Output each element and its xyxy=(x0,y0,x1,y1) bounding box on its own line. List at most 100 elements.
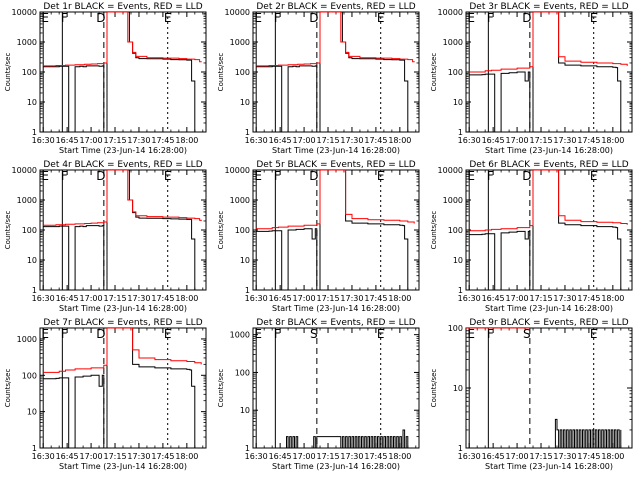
x-axis-label: Start Time (23-Jun-14 16:28:00) xyxy=(272,462,400,471)
x-tick-label: 18:00 xyxy=(601,136,624,145)
chart-title: Det 9r BLACK = Events, RED = LLD xyxy=(469,318,628,328)
time-marker-label: D xyxy=(96,327,105,341)
x-axis-label: Start Time (23-Jun-14 16:28:00) xyxy=(59,304,187,313)
y-tick-label: 10 xyxy=(27,256,37,265)
series-line-events xyxy=(43,328,198,448)
x-tick-label: 16:45 xyxy=(269,294,292,303)
x-tick-label: 17:45 xyxy=(151,294,174,303)
y-tick-label: 1 xyxy=(32,444,37,453)
series-line-events xyxy=(284,429,409,448)
x-tick-label: 17:15 xyxy=(316,452,339,461)
chart-panel-3: Det 3r BLACK = Events, RED = LLD Counts/s… xyxy=(430,2,633,155)
time-marker-label: E xyxy=(590,11,598,25)
series-line-lld xyxy=(256,170,415,230)
x-tick-label: 18:00 xyxy=(388,452,411,461)
y-tick-label: 1000 xyxy=(17,335,37,344)
x-tick-label: 17:00 xyxy=(80,294,103,303)
time-marker-label: F xyxy=(274,11,281,25)
x-tick-label: 17:30 xyxy=(340,452,363,461)
y-axis-label: Counts/sec xyxy=(430,211,438,250)
x-tick-label: 16:45 xyxy=(56,294,79,303)
x-axis-label: Start Time (23-Jun-14 16:28:00) xyxy=(272,146,400,155)
time-marker-label: F xyxy=(487,327,494,341)
x-tick-label: 18:00 xyxy=(388,136,411,145)
x-tick-label: 18:00 xyxy=(175,294,198,303)
x-tick-label: 17:45 xyxy=(577,294,600,303)
chart-panel-5: Det 5r BLACK = Events, RED = LLD Counts/s… xyxy=(217,160,420,313)
series-line-events xyxy=(256,12,411,132)
series-line-events xyxy=(469,170,624,290)
y-tick-label: 10 xyxy=(240,256,250,265)
x-tick-label: 17:30 xyxy=(127,136,150,145)
y-tick-label: 10000 xyxy=(225,8,250,17)
x-tick-label: 18:00 xyxy=(388,294,411,303)
x-tick-label: 16:30 xyxy=(32,136,55,145)
x-tick-label: 17:45 xyxy=(577,136,600,145)
y-tick-label: 1000 xyxy=(230,38,250,47)
time-marker-label: E xyxy=(164,11,172,25)
x-tick-label: 17:45 xyxy=(577,452,600,461)
x-tick-label: 17:00 xyxy=(506,294,529,303)
plot-frame xyxy=(252,11,420,133)
x-tick-label: 17:15 xyxy=(316,136,339,145)
x-tick-label: 16:45 xyxy=(482,452,505,461)
plot-frame xyxy=(465,11,633,133)
x-tick-label: 16:45 xyxy=(482,136,505,145)
y-tick-label: 1 xyxy=(245,444,250,453)
y-tick-label: 100 xyxy=(235,68,250,77)
chart-title: Det 4r BLACK = Events, RED = LLD xyxy=(43,160,202,170)
plot-frame xyxy=(39,169,207,291)
time-marker-label: E xyxy=(467,11,475,25)
x-tick-label: 16:45 xyxy=(269,136,292,145)
x-axis-label: Start Time (23-Jun-14 16:28:00) xyxy=(485,304,613,313)
chart-panel-6: Det 6r BLACK = Events, RED = LLD Counts/s… xyxy=(430,160,633,313)
x-tick-label: 17:15 xyxy=(529,452,552,461)
series-line-lld xyxy=(469,170,628,232)
y-tick-label: 10000 xyxy=(438,8,463,17)
y-tick-label: 1 xyxy=(32,286,37,295)
chart-title: Det 7r BLACK = Events, RED = LLD xyxy=(43,318,202,328)
y-axis-label: Counts/sec xyxy=(4,369,12,408)
y-tick-label: 10 xyxy=(453,98,463,107)
series-line-lld xyxy=(43,328,202,373)
x-tick-label: 17:00 xyxy=(506,452,529,461)
x-tick-label: 17:45 xyxy=(151,452,174,461)
time-marker-label: E xyxy=(590,169,598,183)
time-marker-label: E xyxy=(41,11,49,25)
x-tick-label: 17:45 xyxy=(364,294,387,303)
chart-title: Det 6r BLACK = Events, RED = LLD xyxy=(469,160,628,170)
x-axis-label: Start Time (23-Jun-14 16:28:00) xyxy=(485,462,613,471)
chart-panel-9: Det 9r BLACK = Events, RED = LLD Counts/s… xyxy=(430,318,633,471)
x-tick-label: 17:00 xyxy=(293,452,316,461)
y-tick-label: 1 xyxy=(458,444,463,453)
y-tick-label: 1 xyxy=(458,286,463,295)
time-marker-label: E xyxy=(41,327,49,341)
y-axis-label: Counts/sec xyxy=(4,211,12,250)
time-marker-label: F xyxy=(61,327,68,341)
time-marker-label: E xyxy=(467,169,475,183)
x-tick-label: 16:30 xyxy=(458,136,481,145)
y-tick-label: 1000 xyxy=(17,196,37,205)
plot-frame xyxy=(39,11,207,133)
y-tick-label: 10000 xyxy=(225,166,250,175)
x-tick-label: 17:30 xyxy=(553,452,576,461)
x-tick-label: 16:30 xyxy=(32,294,55,303)
x-tick-label: 18:00 xyxy=(601,294,624,303)
y-tick-label: 1 xyxy=(458,128,463,137)
y-tick-label: 10000 xyxy=(12,166,37,175)
x-tick-label: 17:00 xyxy=(293,294,316,303)
x-tick-label: 17:00 xyxy=(80,136,103,145)
series-line-events xyxy=(256,170,411,290)
x-tick-label: 16:30 xyxy=(245,452,268,461)
y-tick-label: 1000 xyxy=(230,331,250,340)
x-tick-label: 18:00 xyxy=(175,136,198,145)
y-tick-label: 100 xyxy=(22,226,37,235)
series-line-lld xyxy=(43,12,202,67)
y-axis-label: Counts/sec xyxy=(217,53,225,92)
x-tick-label: 17:30 xyxy=(340,294,363,303)
x-tick-label: 16:45 xyxy=(56,452,79,461)
chart-panel-7: Det 7r BLACK = Events, RED = LLD Counts/s… xyxy=(4,318,207,471)
time-marker-label: D xyxy=(96,11,105,25)
time-marker-label: E xyxy=(377,11,385,25)
